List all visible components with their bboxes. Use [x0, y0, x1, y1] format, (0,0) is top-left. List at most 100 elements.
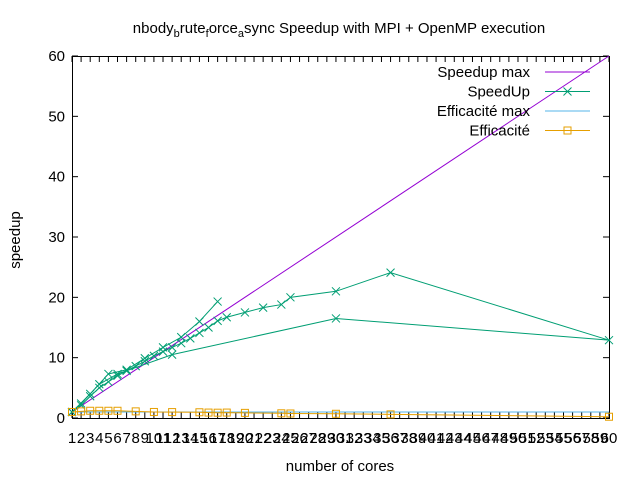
- data-point: [140, 353, 150, 363]
- legend-item: SpeedUp: [467, 84, 590, 101]
- data-point: [104, 377, 113, 387]
- x-tick-label: 21: [246, 430, 263, 447]
- x-tick-label: 60: [601, 430, 618, 447]
- data-point: [168, 408, 177, 417]
- x-tick-label: 45: [464, 430, 481, 447]
- x-tick-label: 29: [319, 430, 336, 447]
- data-point: [104, 369, 113, 379]
- x-tick-label: 19: [227, 430, 244, 447]
- title-mid2: orce: [209, 20, 238, 37]
- data-point: [113, 406, 122, 415]
- data-point: [277, 409, 286, 418]
- data-point: [95, 406, 104, 415]
- x-tick-label: 12: [164, 430, 181, 447]
- data-point: [605, 412, 613, 421]
- x-tick-label: 7: [122, 430, 130, 447]
- data-point: [158, 347, 168, 356]
- data-point: [195, 317, 204, 326]
- x-tick-label: 33: [355, 430, 372, 447]
- data-point: [158, 343, 168, 352]
- x-tick-label: 44: [455, 430, 472, 447]
- data-point: [386, 410, 395, 419]
- data-point: [140, 356, 150, 366]
- data-point: [185, 334, 195, 343]
- data-point: [213, 316, 222, 326]
- data-point: [131, 361, 141, 371]
- x-tick-label: 16: [200, 430, 217, 447]
- legend-label: Efficacité max: [437, 103, 531, 120]
- x-tick-label: 22: [255, 430, 272, 447]
- x-tick-label: 38: [400, 430, 417, 447]
- x-tick-label: 54: [546, 430, 563, 447]
- data-point: [276, 300, 286, 309]
- y-tick-label: 0: [57, 410, 65, 427]
- data-point: [331, 286, 341, 296]
- x-tick-label: 2: [77, 430, 85, 447]
- data-point: [331, 314, 341, 323]
- x-tick-label: 42: [437, 430, 454, 447]
- data-point: [94, 379, 104, 389]
- data-point: [149, 407, 158, 416]
- data-point: [195, 408, 204, 417]
- data-point: [113, 369, 122, 379]
- x-tick-label: 48: [491, 430, 508, 447]
- x-tick-label: 25: [282, 430, 299, 447]
- x-tick-label: 58: [582, 430, 599, 447]
- data-point: [131, 407, 140, 416]
- x-tick-label: 23: [264, 430, 281, 447]
- x-tick-label: 6: [113, 430, 121, 447]
- x-tick-label: 9: [141, 430, 149, 447]
- data-point: [85, 389, 95, 399]
- data-point: [258, 303, 268, 312]
- data-point: [176, 332, 186, 342]
- data-point: [195, 328, 204, 338]
- title-rest: sync Speedup with MPI + OpenMP execution: [244, 20, 545, 37]
- x-tick-label: 17: [209, 430, 226, 447]
- x-tick-label: 8: [132, 430, 140, 447]
- data-point: [222, 312, 232, 322]
- data-point: [204, 408, 213, 417]
- x-tick-label: 50: [510, 430, 527, 447]
- data-point: [331, 409, 340, 418]
- data-point: [104, 406, 113, 415]
- data-point: [113, 371, 122, 381]
- x-tick-label: 34: [364, 430, 381, 447]
- y-tick-label: 40: [48, 169, 65, 186]
- x-tick-label: 56: [564, 430, 581, 447]
- x-tick-label: 43: [446, 430, 463, 447]
- data-point: [204, 323, 213, 332]
- data-point: [85, 391, 95, 401]
- x-tick-label: 46: [473, 430, 490, 447]
- data-point: [68, 407, 76, 416]
- x-tick-label: 15: [191, 430, 208, 447]
- x-tick-label: 24: [273, 430, 290, 447]
- y-axis-label: speedup: [7, 211, 24, 269]
- data-point: [77, 407, 86, 416]
- title-mid1: rute: [180, 20, 206, 37]
- x-axis-label: number of cores: [286, 458, 394, 475]
- y-tick-label: 30: [48, 229, 65, 246]
- x-tick-label: 52: [528, 430, 545, 447]
- y-tick-label: 20: [48, 289, 65, 306]
- legend-label: Speedup max: [437, 64, 530, 81]
- title-base: nbody: [133, 20, 174, 37]
- x-tick-label: 14: [182, 430, 199, 447]
- x-tick-label: 30: [328, 430, 345, 447]
- legend-item: Efficacité max: [437, 103, 590, 120]
- title-sub1: b: [174, 28, 180, 40]
- legend-item: Efficacité: [469, 123, 590, 140]
- x-tick-label: 35: [373, 430, 390, 447]
- data-point: [563, 126, 572, 135]
- x-ticks: 1 2 3 4 5 6 7 8 91011121314151617181920212223242…: [68, 56, 618, 447]
- title-sub3: a: [238, 28, 245, 40]
- series-line: [71, 272, 610, 413]
- legend-label: Efficacité: [469, 123, 530, 140]
- x-tick-label: 49: [501, 430, 518, 447]
- data-point: [76, 399, 86, 408]
- x-tick-label: 4: [95, 430, 103, 447]
- series-layer: [67, 55, 614, 421]
- x-tick-label: 1: [68, 430, 76, 447]
- legend-item: Speedup max: [437, 64, 590, 81]
- data-point: [286, 409, 295, 418]
- x-tick-label: 40: [419, 430, 436, 447]
